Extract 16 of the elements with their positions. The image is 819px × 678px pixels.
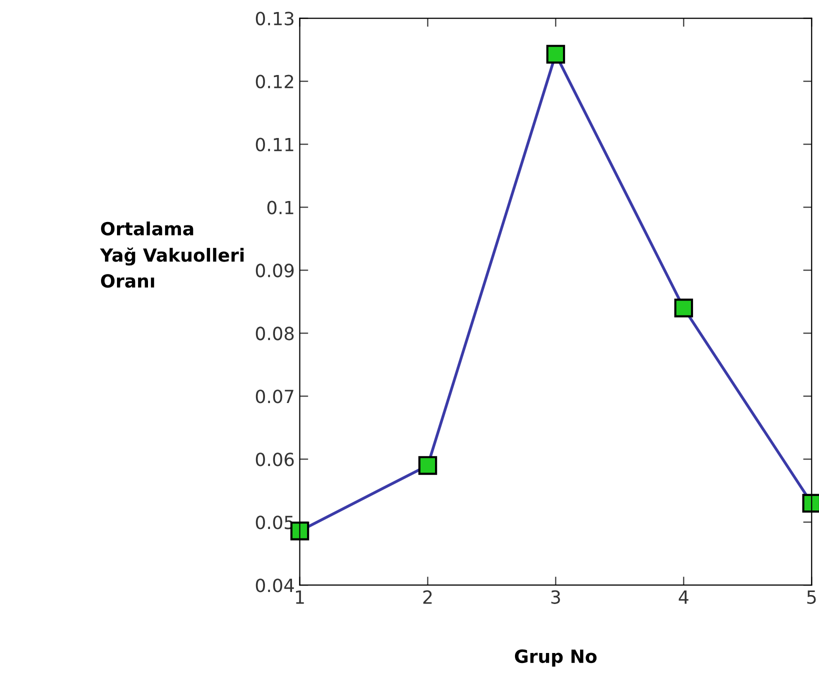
- y-tick-label: 0.06: [256, 452, 294, 466]
- x-tick-label: 2: [423, 590, 432, 604]
- y-tick-label: 0.11: [256, 138, 294, 152]
- y-tick-label: 0.04: [256, 578, 294, 592]
- x-tick-label: 3: [551, 590, 560, 604]
- y-tick-label: 0.07: [256, 390, 294, 404]
- x-tick-label: 1: [296, 590, 304, 604]
- y-tick-label: 0.09: [256, 264, 294, 278]
- y-tick-label: 0.13: [256, 12, 294, 26]
- x-tick-label: 4: [678, 590, 688, 604]
- y-tick-label: 0.1: [267, 200, 294, 214]
- x-tick-label: 5: [807, 590, 816, 604]
- x-axis-title: Grup No: [514, 649, 597, 667]
- y-tick-label: 0.12: [256, 74, 294, 88]
- y-tick-label: 0.08: [256, 326, 294, 340]
- y-axis-title: Ortalama Yağ Vakuolleri Oranı: [100, 222, 244, 288]
